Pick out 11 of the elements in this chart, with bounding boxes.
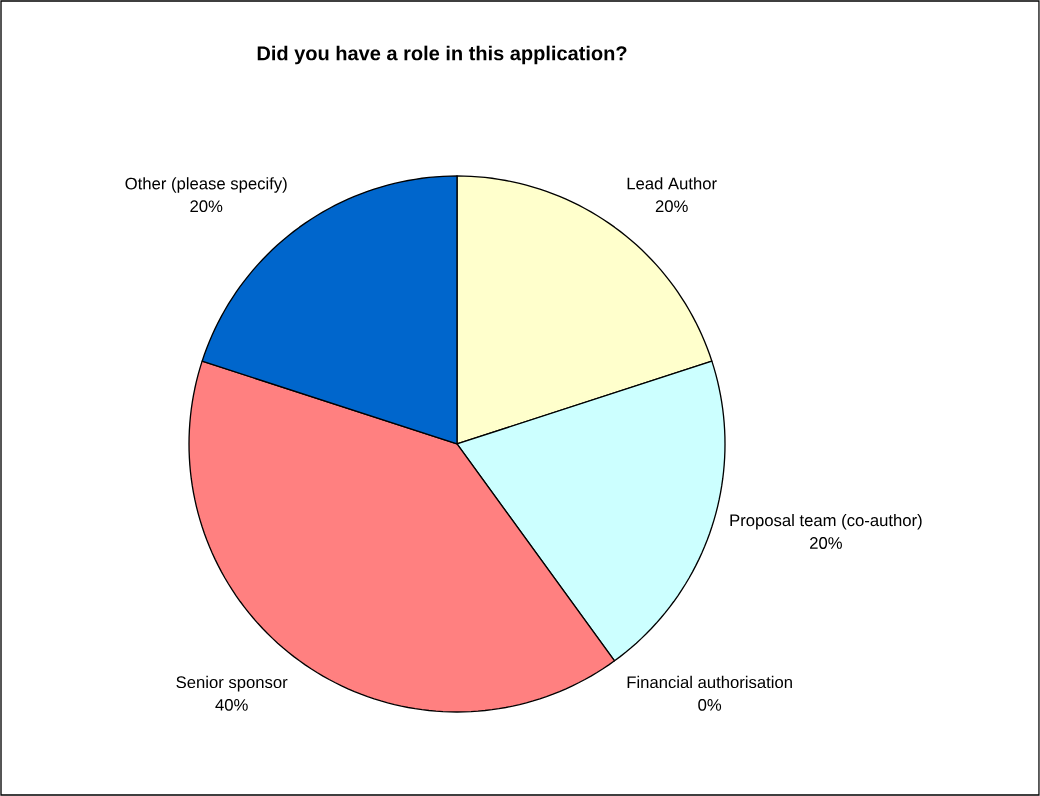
slice-label: Lead Author bbox=[627, 177, 717, 190]
data-label: 40% bbox=[215, 698, 248, 711]
chart-title: Did you have a role in this application? bbox=[257, 45, 627, 65]
data-label: 20% bbox=[655, 200, 688, 213]
slice-label: Proposal team (co-author) bbox=[730, 513, 922, 530]
data-label: 20% bbox=[810, 537, 842, 549]
slice-label: Other (please specify) bbox=[125, 177, 287, 193]
category-label: Financial authorisation bbox=[627, 675, 792, 689]
slice-label: Senior sponsor bbox=[176, 675, 288, 692]
text: 0% bbox=[698, 698, 722, 711]
data-label: 20% bbox=[190, 200, 223, 213]
